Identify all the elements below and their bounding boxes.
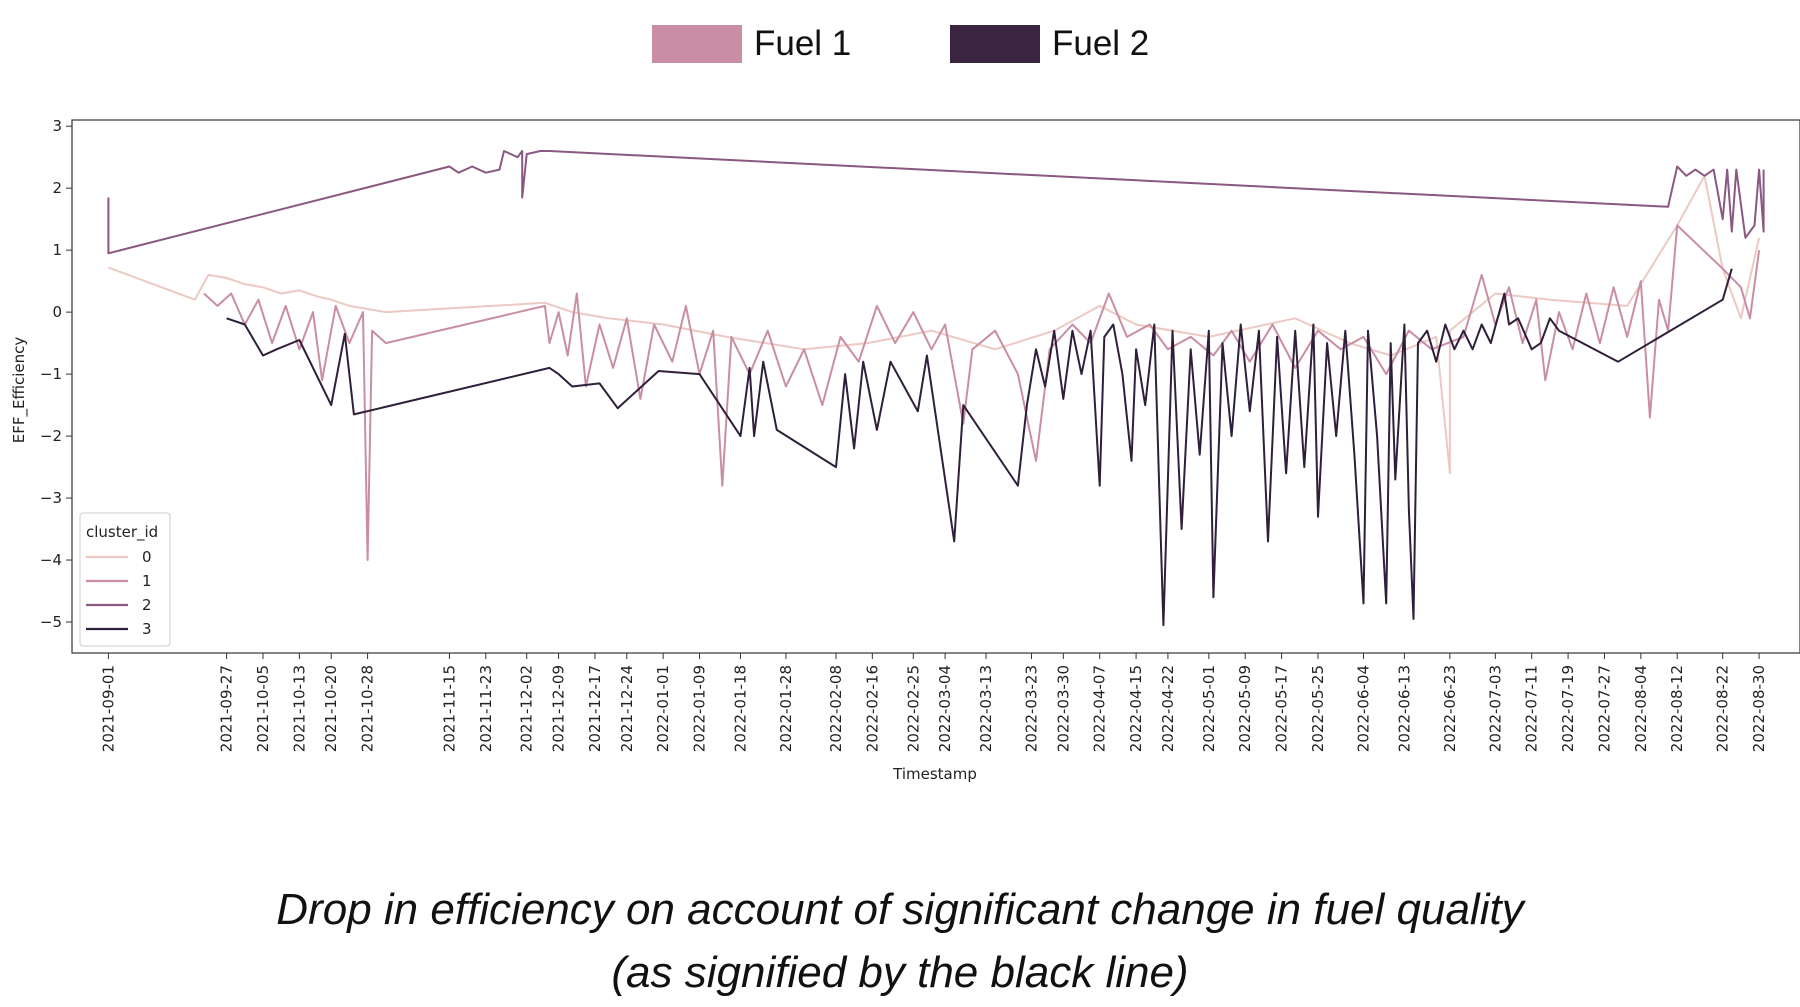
x-tick-label: 2022-01-28 — [777, 665, 795, 752]
y-tick-label: 3 — [52, 117, 62, 135]
x-tick-label: 2022-01-18 — [732, 665, 750, 752]
cluster-legend-label-3: 3 — [142, 620, 152, 638]
x-tick-label: 2022-07-19 — [1559, 665, 1577, 752]
y-tick-label: −1 — [40, 365, 62, 383]
x-tick-label: 2022-07-11 — [1523, 665, 1541, 752]
x-axis-label: Timestamp — [892, 765, 977, 783]
plot-lines — [107, 150, 1765, 627]
x-tick-label: 2022-05-09 — [1236, 665, 1254, 752]
x-tick-label: 2022-02-08 — [827, 665, 845, 752]
y-tick-label: −4 — [40, 551, 62, 569]
y-axis-label: EFF_Efficiency — [10, 337, 29, 444]
x-tick-label: 2022-03-04 — [936, 665, 954, 752]
x-tick-label: 2022-04-15 — [1127, 665, 1145, 752]
x-tick-label: 2021-10-20 — [322, 665, 340, 752]
x-tick-label: 2022-05-01 — [1200, 665, 1218, 752]
x-tick-label: 2021-12-09 — [550, 665, 568, 752]
series-line-cluster-0 — [108, 174, 1761, 475]
top-legend-item-fuel-1: Fuel 1 — [652, 22, 851, 66]
x-tick-label: 2022-08-04 — [1632, 665, 1650, 752]
caption-line-2: (as signified by the black line) — [611, 948, 1189, 997]
x-tick-label: 2021-12-24 — [618, 665, 636, 752]
x-tick-label: 2022-01-01 — [654, 665, 672, 752]
cluster-legend-label-1: 1 — [142, 572, 152, 590]
x-tick-label: 2022-07-03 — [1486, 665, 1504, 752]
x-tick-label: 2022-06-13 — [1395, 665, 1413, 752]
x-tick-label: 2021-10-05 — [254, 665, 272, 752]
fuel-2-swatch — [950, 25, 1040, 63]
x-tick-label: 2022-01-09 — [691, 665, 709, 752]
x-tick-label: 2021-11-15 — [440, 665, 458, 752]
cluster-legend: cluster_id 0 1 2 3 — [79, 512, 171, 647]
x-tick-label: 2021-11-23 — [477, 665, 495, 752]
cluster-legend-label-0: 0 — [142, 548, 152, 566]
cluster-legend-box — [79, 512, 171, 647]
x-tick-label: 2022-08-22 — [1714, 665, 1732, 752]
caption: Drop in efficiency on account of signifi… — [0, 878, 1800, 1004]
top-legend: Fuel 1 Fuel 2 — [0, 22, 1800, 66]
x-tick-label: 2021-10-13 — [290, 665, 308, 752]
x-tick-label: 2022-05-17 — [1273, 665, 1291, 752]
cluster-legend-label-2: 2 — [142, 596, 152, 614]
x-tick-label: 2022-07-27 — [1596, 665, 1614, 752]
y-tick-label: 2 — [52, 179, 62, 197]
y-tick-label: −5 — [40, 613, 62, 631]
x-tick-label: 2022-02-25 — [904, 665, 922, 752]
x-tick-label: 2022-03-30 — [1054, 665, 1072, 752]
x-tick-label: 2022-03-23 — [1023, 665, 1041, 752]
x-tick-label: 2022-05-25 — [1309, 665, 1327, 752]
x-tick-label: 2021-12-17 — [586, 665, 604, 752]
x-axis: 2021-09-01 2021-09-27 2021-10-05 2021-10-13… — [99, 653, 1768, 752]
x-tick-label: 2022-03-13 — [977, 665, 995, 752]
x-tick-label: 2022-06-23 — [1441, 665, 1459, 752]
caption-line-1: Drop in efficiency on account of signifi… — [276, 885, 1524, 934]
cluster-legend-title: cluster_id — [86, 523, 158, 542]
fuel-1-swatch — [652, 25, 742, 63]
x-tick-label: 2022-04-22 — [1159, 665, 1177, 752]
top-legend-item-fuel-2: Fuel 2 — [950, 22, 1149, 66]
series-line-cluster-3 — [226, 268, 1733, 627]
y-tick-label: 0 — [52, 303, 62, 321]
x-tick-label: 2022-04-07 — [1091, 665, 1109, 752]
y-axis: −5 −4 −3 −2 −1 0 1 2 3 — [40, 117, 72, 631]
y-tick-label: 1 — [52, 241, 62, 259]
x-tick-label: 2021-10-28 — [359, 665, 377, 752]
fuel-1-label: Fuel 1 — [754, 24, 852, 63]
y-tick-label: −2 — [40, 427, 62, 445]
x-tick-label: 2022-08-12 — [1668, 665, 1686, 752]
x-tick-label: 2022-08-30 — [1750, 665, 1768, 752]
x-tick-label: 2021-09-01 — [99, 665, 117, 752]
series-line-cluster-2 — [107, 150, 1765, 255]
plot-frame — [71, 119, 1800, 654]
x-tick-label: 2022-06-04 — [1355, 665, 1373, 752]
fuel-2-label: Fuel 2 — [1052, 24, 1150, 63]
series-line-cluster-1 — [203, 224, 1761, 561]
x-tick-label: 2022-02-16 — [863, 665, 881, 752]
x-tick-label: 2021-09-27 — [218, 665, 236, 752]
y-tick-label: −3 — [40, 489, 62, 507]
x-tick-label: 2021-12-02 — [518, 665, 536, 752]
